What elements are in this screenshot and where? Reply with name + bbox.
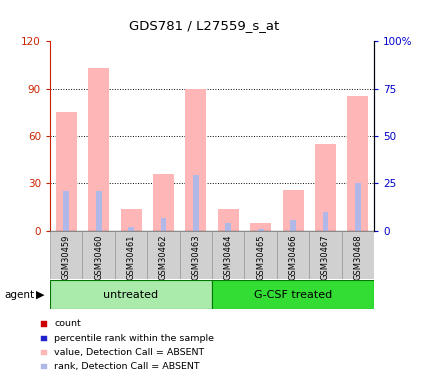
Text: GSM30466: GSM30466	[288, 234, 297, 280]
Bar	[250, 223, 270, 231]
Bar	[322, 211, 328, 231]
Bar	[347, 96, 368, 231]
Text: GSM30468: GSM30468	[352, 234, 362, 280]
Bar	[128, 228, 134, 231]
Text: ▶: ▶	[36, 290, 44, 300]
Text: G-CSF treated: G-CSF treated	[253, 290, 332, 300]
Bar	[276, 231, 309, 279]
Bar	[225, 223, 230, 231]
Bar	[212, 231, 244, 279]
Bar	[160, 218, 166, 231]
Text: GSM30467: GSM30467	[320, 234, 329, 280]
Bar	[50, 280, 212, 309]
Text: GSM30461: GSM30461	[126, 234, 135, 280]
Bar	[244, 231, 276, 279]
Bar	[179, 231, 212, 279]
Bar	[115, 231, 147, 279]
Text: GSM30463: GSM30463	[191, 234, 200, 280]
Bar	[257, 229, 263, 231]
Text: GSM30460: GSM30460	[94, 234, 103, 280]
Text: agent: agent	[4, 290, 34, 300]
Bar	[50, 231, 82, 279]
Text: value, Detection Call = ABSENT: value, Detection Call = ABSENT	[54, 348, 204, 357]
Text: GSM30462: GSM30462	[158, 234, 168, 280]
Bar	[147, 231, 179, 279]
Bar	[120, 209, 141, 231]
Bar	[212, 280, 373, 309]
Text: GSM30464: GSM30464	[223, 234, 232, 280]
Bar	[88, 68, 109, 231]
Text: untreated: untreated	[103, 290, 158, 300]
Bar	[289, 220, 295, 231]
Bar	[63, 191, 69, 231]
Bar	[153, 174, 174, 231]
Text: GSM30465: GSM30465	[256, 234, 265, 280]
Bar	[341, 231, 373, 279]
Bar	[95, 191, 101, 231]
Bar	[309, 231, 341, 279]
Bar	[56, 112, 76, 231]
Bar	[185, 88, 206, 231]
Text: count: count	[54, 320, 81, 328]
Text: GDS781 / L27559_s_at: GDS781 / L27559_s_at	[129, 19, 279, 32]
Bar	[82, 231, 115, 279]
Text: percentile rank within the sample: percentile rank within the sample	[54, 334, 214, 343]
Bar	[217, 209, 238, 231]
Bar	[282, 190, 303, 231]
Bar	[314, 144, 335, 231]
Bar	[193, 176, 198, 231]
Text: rank, Detection Call = ABSENT: rank, Detection Call = ABSENT	[54, 362, 200, 371]
Text: GSM30459: GSM30459	[62, 234, 71, 280]
Bar	[354, 183, 360, 231]
